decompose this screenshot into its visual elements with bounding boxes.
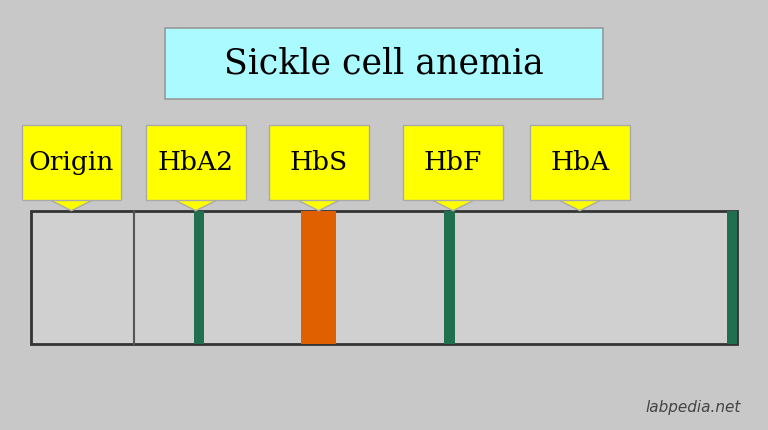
Polygon shape: [558, 200, 601, 211]
Bar: [165, 28, 603, 99]
Polygon shape: [297, 200, 340, 211]
Bar: [31, 211, 737, 344]
Bar: [22, 125, 121, 200]
Polygon shape: [174, 200, 217, 211]
Polygon shape: [50, 200, 93, 211]
Text: labpedia.net: labpedia.net: [646, 400, 741, 415]
Bar: [444, 211, 455, 344]
Bar: [530, 125, 630, 200]
Text: HbF: HbF: [424, 150, 482, 175]
Bar: [194, 211, 204, 344]
Text: HbS: HbS: [290, 150, 348, 175]
Bar: [403, 125, 503, 200]
Bar: [146, 125, 246, 200]
Text: Origin: Origin: [28, 150, 114, 175]
Text: HbA: HbA: [551, 150, 609, 175]
Text: Sickle cell anemia: Sickle cell anemia: [224, 46, 544, 80]
Text: HbA2: HbA2: [158, 150, 233, 175]
Bar: [301, 211, 336, 344]
Polygon shape: [432, 200, 475, 211]
Bar: [727, 211, 737, 344]
Bar: [269, 125, 369, 200]
